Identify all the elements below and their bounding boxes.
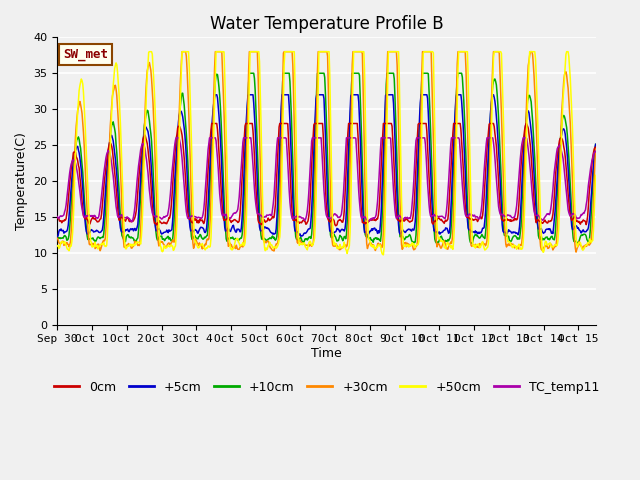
Legend: 0cm, +5cm, +10cm, +30cm, +50cm, TC_temp11: 0cm, +5cm, +10cm, +30cm, +50cm, TC_temp1… xyxy=(49,376,604,399)
Text: SW_met: SW_met xyxy=(63,48,108,61)
Title: Water Temperature Profile B: Water Temperature Profile B xyxy=(210,15,444,33)
X-axis label: Time: Time xyxy=(311,347,342,360)
Y-axis label: Temperature(C): Temperature(C) xyxy=(15,132,28,230)
